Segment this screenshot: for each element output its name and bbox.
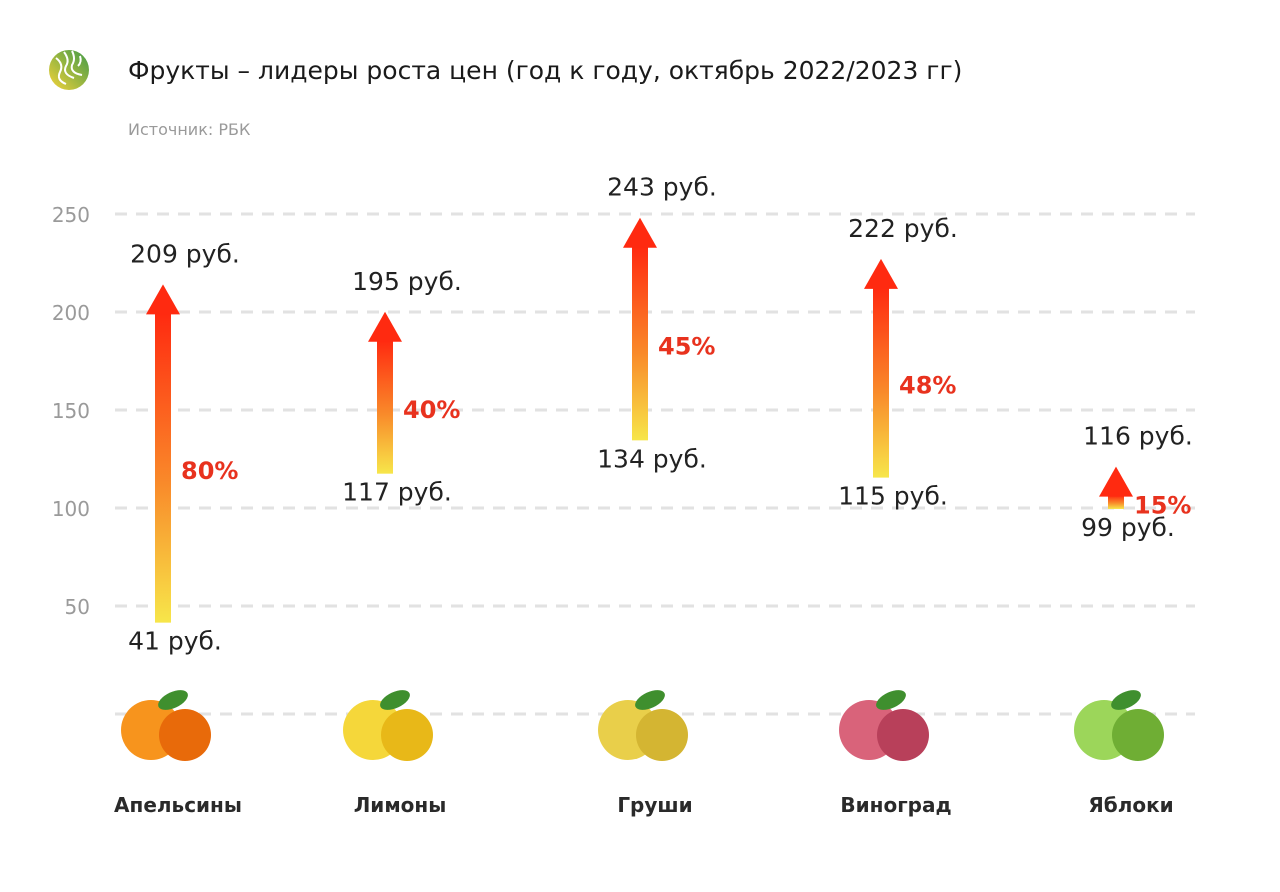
category-label: Лимоны bbox=[354, 793, 447, 817]
leaf-shape bbox=[158, 690, 188, 710]
category-label: Виноград bbox=[840, 793, 951, 817]
leaf-shape bbox=[876, 690, 906, 710]
category-label: Апельсины bbox=[114, 793, 242, 817]
arrow-head bbox=[623, 217, 657, 248]
fruit-shape bbox=[636, 709, 688, 761]
fruit-shape bbox=[1112, 709, 1164, 761]
arrow-head bbox=[368, 311, 402, 342]
y-tick-label: 100 bbox=[52, 497, 90, 521]
y-tick-label: 250 bbox=[52, 203, 90, 227]
growth-percent-label: 45% bbox=[658, 333, 715, 361]
arrow-shaft bbox=[155, 313, 171, 623]
y-tick-label: 150 bbox=[52, 399, 90, 423]
leaf-shape bbox=[635, 690, 665, 710]
arrow-shaft bbox=[873, 287, 889, 478]
arrow-shaft bbox=[377, 340, 393, 474]
fruit-image-2 bbox=[343, 690, 433, 761]
logo-icon bbox=[49, 50, 89, 90]
price-2023-label: 222 руб. bbox=[848, 214, 958, 243]
price-2023-label: 209 руб. bbox=[130, 239, 240, 268]
y-tick-label: 200 bbox=[52, 301, 90, 325]
price-2023-label: 243 руб. bbox=[607, 173, 717, 202]
leaf-shape bbox=[1111, 690, 1141, 710]
arrow-head bbox=[146, 284, 180, 315]
arrow-head bbox=[1099, 466, 1133, 497]
source-label: Источник: РБК bbox=[128, 120, 251, 139]
category-label: Яблоки bbox=[1088, 793, 1173, 817]
growth-percent-label: 80% bbox=[181, 457, 238, 485]
fruit-image-5 bbox=[1074, 690, 1164, 761]
growth-percent-label: 15% bbox=[1134, 491, 1191, 519]
price-2022-label: 117 руб. bbox=[342, 478, 452, 507]
arrow-head bbox=[864, 258, 898, 289]
leaf-shape bbox=[380, 690, 410, 710]
fruit-image-4 bbox=[839, 690, 929, 761]
price-2022-label: 134 руб. bbox=[597, 444, 707, 473]
price-2023-label: 195 руб. bbox=[352, 267, 462, 296]
fruit-shape bbox=[877, 709, 929, 761]
fruit-image-1 bbox=[121, 690, 211, 761]
fruit-image-3 bbox=[598, 690, 688, 761]
growth-percent-label: 40% bbox=[403, 396, 460, 424]
fruit-shape bbox=[381, 709, 433, 761]
arrow-shaft bbox=[632, 246, 648, 441]
growth-percent-label: 48% bbox=[899, 372, 956, 400]
price-2022-label: 41 руб. bbox=[128, 627, 222, 656]
fruit-shape bbox=[159, 709, 211, 761]
price-2022-label: 99 руб. bbox=[1081, 513, 1175, 542]
chart-title: Фрукты – лидеры роста цен (год к году, о… bbox=[128, 56, 963, 85]
arrow-shaft bbox=[1108, 495, 1124, 509]
y-tick-label: 50 bbox=[65, 595, 90, 619]
category-label: Груши bbox=[617, 793, 692, 817]
price-2022-label: 115 руб. bbox=[838, 482, 948, 511]
price-2023-label: 116 руб. bbox=[1083, 422, 1193, 451]
